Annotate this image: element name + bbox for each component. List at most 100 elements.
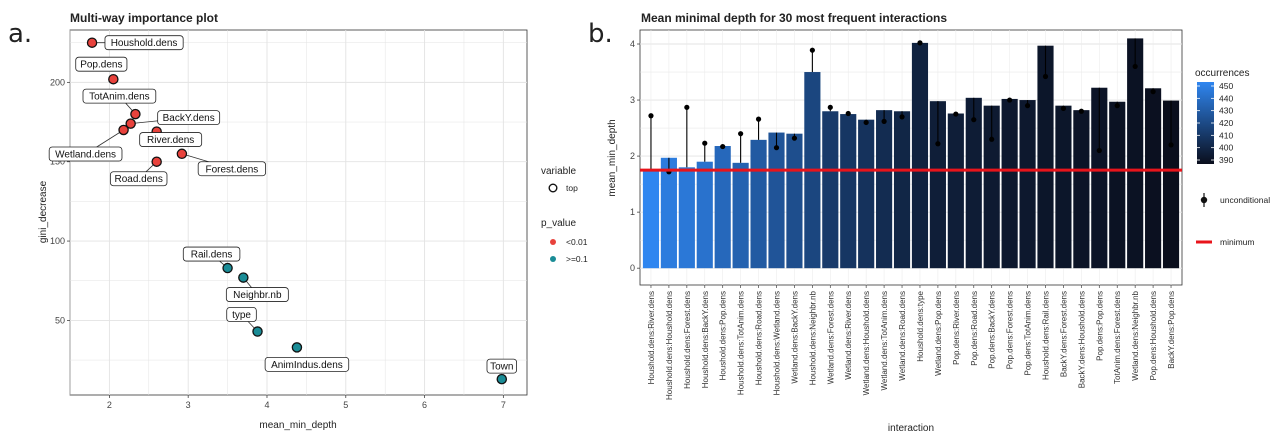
category-label-houshold-dens-backy-dens: Houshold.dens:BackY.dens: [701, 291, 710, 388]
category-label-houshold-dens-road-dens: Houshold.dens:Road.dens: [755, 291, 764, 385]
y-tick-label: 100: [50, 236, 65, 246]
point-label-text: AnimIndus.dens: [271, 360, 343, 371]
point-label-road-dens: Road.dens: [109, 171, 168, 187]
bar-houshold-dens-houshold-dens: [660, 157, 677, 269]
chart-b-x-axis-label: interaction: [888, 423, 934, 434]
point-label-box: [82, 88, 157, 104]
bar-houshold-dens-type: [911, 42, 929, 269]
category-label-houshold-dens-forest-dens: Houshold.dens:Forest.dens: [683, 291, 692, 389]
unconditional-marker-wetland-dens-neighbr-nb: [1132, 63, 1138, 70]
unconditional-marker-wetland-dens-totanim-dens: [881, 118, 887, 124]
chart-a-title: Multi-way importance plot: [70, 11, 218, 25]
unconditional-marker-houshold-dens-rail-dens: [1042, 73, 1049, 80]
bar-wetland-dens-road-dens: [893, 111, 911, 269]
y-tick-label: 50: [55, 315, 65, 325]
point-label-text: Town: [490, 362, 513, 373]
bar-wetland-dens-river-dens: [840, 114, 857, 269]
unconditional-marker-pop-dens-houshold-dens: [1150, 89, 1156, 95]
panel-a-letter: a.: [8, 19, 32, 49]
chart-a-x-axis-label: mean_min_depth: [259, 420, 336, 431]
chart-b-y-axis-label: mean_min_depth: [607, 119, 618, 196]
bar-backy-dens-pop-dens: [1162, 100, 1180, 269]
y-tick-label: 1: [630, 207, 635, 217]
unconditional-marker-houshold-dens-wetland-dens: [773, 145, 780, 151]
legend-unconditional-marker: [1200, 196, 1208, 204]
bar-pop-dens-forest-dens: [1001, 98, 1018, 269]
point-label-box: [226, 307, 257, 322]
point-label-box: [182, 246, 241, 262]
colorbar-tick-label: 420: [1219, 118, 1233, 128]
point-label-totanim-dens: TotAnim.dens: [82, 88, 157, 104]
category-label-pop-dens-road-dens: Pop.dens:Road.dens: [970, 291, 979, 366]
y-tick-label: 200: [50, 77, 65, 87]
category-label-wetland-dens-houshold-dens: Wetland.dens:Houshold.dens: [862, 291, 871, 395]
unconditional-marker-houshold-dens-river-dens: [648, 113, 654, 119]
point-label-text: BackY.dens: [163, 113, 215, 124]
unconditional-marker-wetland-dens-houshold-dens: [863, 119, 869, 126]
point-label-pop-dens: Pop.dens: [75, 56, 128, 72]
x-tick-label: 4: [264, 400, 269, 410]
bar-pop-dens-road-dens: [965, 97, 982, 269]
chart-b-legend: occurrences 390 400 410 420 430 440 450 uncond…: [1195, 68, 1270, 247]
point-town: [496, 373, 508, 385]
point-road-dens: [151, 156, 162, 167]
chart-b-title: Mean minimal depth for 30 most frequent …: [641, 11, 947, 25]
point-label-box: [109, 171, 168, 187]
chart-a-y-axis-label: gini_decrease: [38, 180, 49, 243]
y-tick-label: 0: [630, 263, 635, 273]
category-label-wetland-dens-pop-dens: Wetland.dens:Pop.dens: [934, 291, 943, 376]
unconditional-marker-pop-dens-river-dens: [953, 111, 959, 117]
point-label-text: River.dens: [147, 135, 194, 146]
x-tick-label: 7: [501, 400, 506, 410]
unconditional-marker-houshold-dens-type: [917, 40, 923, 46]
bar-pop-dens-pop-dens: [1091, 87, 1108, 269]
point-label-wetland-dens: Wetland.dens: [48, 146, 123, 162]
point-label-box: [197, 161, 266, 177]
chart-b-category-labels: Houshold.dens:River.dens Houshold.dens:Ho…: [647, 285, 1176, 400]
legend-top-marker: [548, 183, 558, 193]
bar-backy-dens-houshold-dens: [1073, 110, 1090, 269]
unconditional-marker-backy-dens-houshold-dens: [1078, 108, 1084, 114]
legend-occurrences-ticks: 390 400 410 420 430 440 450: [1197, 81, 1233, 165]
point-houshold-dens: [86, 37, 98, 48]
point-label-text: Neighbr.nb: [233, 290, 282, 301]
chart-a-point-labels: Houshold.dens Pop.dens TotAnim.dens BackY.d…: [48, 35, 517, 374]
bar-wetland-dens-totanim-dens: [876, 110, 893, 269]
unconditional-marker-pop-dens-road-dens: [971, 117, 977, 123]
y-tick-label: 3: [630, 95, 635, 105]
unconditional-marker-backy-dens-pop-dens: [1168, 142, 1174, 148]
chart-a-legend: variable top p_value <0.01 >=0.1: [541, 166, 588, 264]
point-label-text: TotAnim.dens: [89, 92, 150, 103]
colorbar-tick-label: 450: [1219, 81, 1233, 91]
point-rail-dens: [222, 262, 233, 274]
unconditional-marker-houshold-dens-pop-dens: [720, 143, 726, 150]
point-label-box: [104, 35, 184, 51]
point-label-animindus-dens: AnimIndus.dens: [264, 356, 350, 372]
bar-wetland-dens-houshold-dens: [858, 119, 875, 269]
point-label-box: [139, 132, 203, 147]
x-tick-label: 3: [186, 400, 191, 410]
unconditional-marker-houshold-dens-totanim-dens: [738, 131, 744, 137]
category-label-wetland-dens-totanim-dens: Wetland.dens:TotAnim.dens: [880, 291, 889, 390]
point-totanim-dens: [130, 108, 141, 120]
category-label-backy-dens-pop-dens: BackY.dens:Pop.dens: [1167, 291, 1176, 369]
x-tick-label: 5: [343, 400, 348, 410]
bar-wetland-dens-neighbr-nb: [1127, 38, 1144, 269]
point-label-text: Houshold.dens: [111, 38, 178, 49]
y-tick-label: 2: [630, 151, 635, 161]
legend-p-low-marker: [550, 239, 556, 245]
legend-p-high-label: >=0.1: [566, 254, 588, 264]
point-label-box: [75, 56, 128, 72]
point-label-text: Pop.dens: [80, 60, 122, 71]
chart-a-y-ticks: 50 100 150 200: [50, 77, 70, 325]
point-type: [252, 326, 263, 337]
point-label-rail-dens: Rail.dens: [182, 246, 241, 262]
point-label-houshold-dens: Houshold.dens: [104, 35, 184, 51]
unconditional-marker-pop-dens-backy-dens: [989, 136, 995, 142]
point-label-box: [48, 146, 123, 162]
unconditional-marker-wetland-dens-forest-dens: [827, 104, 833, 110]
legend-p-value-title: p_value: [541, 218, 576, 229]
bar-totanim-dens-forest-dens: [1109, 101, 1126, 269]
legend-variable-title: variable: [541, 166, 576, 177]
unconditional-marker-houshold-dens-backy-dens: [702, 140, 708, 146]
